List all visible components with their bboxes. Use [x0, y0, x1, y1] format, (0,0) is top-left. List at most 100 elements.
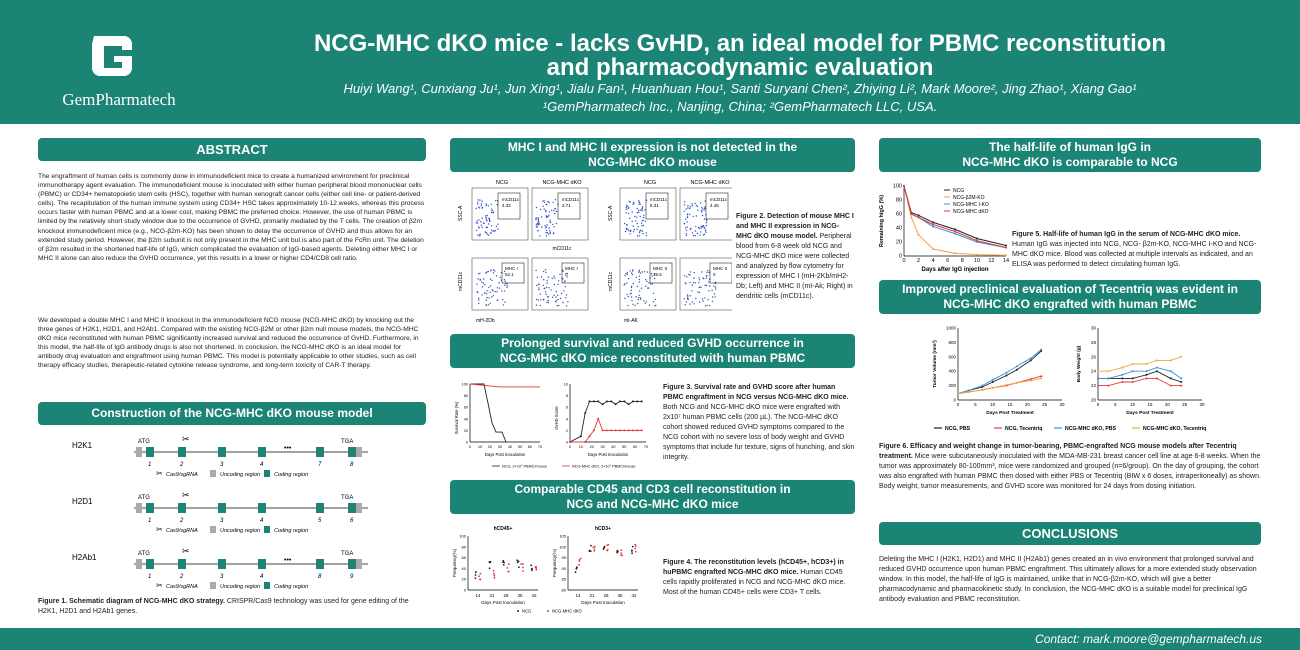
flow-column-header: NCG [496, 180, 508, 186]
data-point [910, 216, 913, 219]
flow-event-dot [484, 231, 486, 233]
data-point [634, 547, 637, 550]
flow-event-dot [683, 298, 685, 300]
flow-event-dot [557, 294, 559, 296]
flow-event-dot [546, 279, 548, 282]
flow-event-dot [475, 229, 478, 232]
figure-4-caption: Figure 4. The reconstitution levels (hCD… [663, 559, 846, 596]
flow-event-dot [683, 210, 685, 212]
exon-number: 6 [350, 518, 354, 524]
data-point [584, 412, 587, 414]
data-point [507, 570, 510, 573]
flow-event-dot [698, 291, 701, 294]
flow-event-dot [694, 282, 697, 284]
flow-event-dot [558, 304, 560, 307]
exon-block [178, 559, 186, 569]
flow-event-dot [629, 270, 631, 272]
flow-event-dot [564, 286, 566, 288]
flow-event-dot [645, 285, 647, 287]
flow-event-dot [699, 234, 701, 236]
flow-event-dot [551, 209, 553, 211]
flow-event-dot [704, 305, 707, 307]
flow-event-dot [567, 301, 569, 303]
authors: Huiyi Wang¹, Cunxiang Ju¹, Jun Xing¹, Ji… [343, 81, 1137, 96]
exon-number: 7 [318, 462, 322, 468]
tga-label: TGA [341, 551, 353, 557]
flow-event-dot [685, 283, 687, 285]
flow-event-dot [490, 296, 493, 298]
data-point [593, 550, 596, 552]
data-point [601, 429, 604, 432]
flow-event-dot [477, 203, 479, 205]
flow-event-dot [630, 229, 632, 231]
flow-event-dot [554, 277, 556, 279]
flow-event-dot [640, 287, 643, 289]
flow-event-dot [696, 205, 699, 208]
series-line [1098, 367, 1182, 379]
flow-event-dot [632, 225, 634, 227]
flow-event-dot [644, 271, 646, 273]
x-axis-label: Days Post Treatment [986, 410, 1034, 416]
data-point [492, 570, 495, 572]
flow-event-dot [556, 305, 558, 307]
abstract-paragraph-1: The engraftment of human cells is common… [38, 173, 425, 262]
data-point [975, 237, 978, 240]
flow-event-dot [689, 271, 692, 273]
data-point [588, 400, 591, 403]
data-point [517, 560, 520, 563]
scissors-icon: ✂ [182, 434, 190, 444]
flow-event-dot [557, 283, 559, 285]
y-tick-label: 60 [462, 555, 467, 560]
flow-event-dot [631, 211, 633, 213]
series-line [570, 417, 642, 443]
flow-event-dot [546, 301, 548, 303]
flow-event-dot [544, 287, 546, 289]
figure-2-caption: Figure 2. Detection of mouse MHC I and M… [736, 213, 854, 300]
flow-event-dot [634, 304, 636, 306]
data-point [1155, 370, 1158, 373]
data-point [954, 228, 956, 231]
flow-event-dot [475, 207, 477, 210]
x-axis-label-cd11c: mCD11c [552, 246, 572, 252]
y-tick-label: 8 [566, 394, 568, 398]
flow-gate [501, 262, 525, 284]
flow-event-dot [644, 302, 646, 304]
x-tick-label: 15 [1007, 402, 1013, 407]
flow-column-header: NCG [644, 180, 656, 186]
flow-event-dot [546, 224, 548, 226]
y-tick-label: 80 [896, 198, 902, 204]
figure-3-caption: Figure 3. Survival rate and GVHD score a… [663, 384, 855, 461]
flow-event-dot [479, 235, 481, 237]
x-tick-label: 28 [603, 593, 609, 598]
y-tick-label: 6 [566, 406, 568, 410]
x-tick-label: 21 [589, 593, 595, 598]
data-point [579, 557, 582, 560]
flow-event-dot [626, 205, 628, 207]
flow-event-dot [477, 273, 480, 275]
data-point [590, 544, 592, 547]
flow-event-dot [623, 222, 626, 225]
flow-event-dot [636, 216, 638, 218]
flow-event-dot [686, 213, 689, 215]
flow-event-dot [539, 235, 541, 237]
data-point [502, 564, 505, 566]
legend-label: NCG-β2M-KO [953, 195, 985, 201]
flow-event-dot [701, 208, 704, 210]
flow-event-dot [491, 211, 493, 214]
data-point [1180, 381, 1183, 383]
data-point [1121, 377, 1124, 380]
flow-event-dot [490, 269, 492, 271]
flow-event-dot [626, 282, 628, 284]
cd45-cd3-charts: hCD45+ 0 20 40 60 80 100 14 21 28 35 42 Frequency(%)… [452, 526, 638, 614]
data-point [507, 563, 510, 566]
data-point [574, 571, 577, 574]
flow-event-dot [485, 203, 488, 205]
flow-event-dot [555, 296, 557, 298]
data-point [1040, 348, 1043, 351]
data-point [1015, 365, 1018, 368]
flow-event-dot [552, 232, 555, 234]
flow-event-dot [700, 225, 702, 228]
flow-event-dot [639, 230, 641, 232]
flow-event-dot [559, 297, 562, 300]
flow-event-dot [551, 277, 553, 280]
